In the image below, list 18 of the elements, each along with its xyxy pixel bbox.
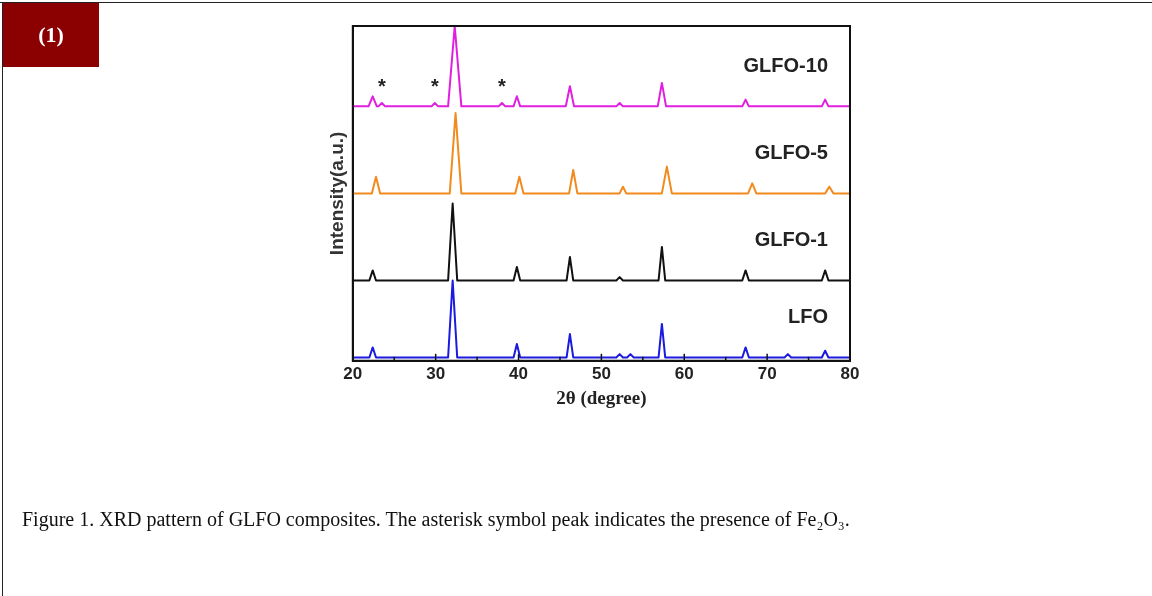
x-tick-label: 70 [757,363,777,383]
x-tick-label: 20 [343,363,363,383]
y-axis-title: Intensity(a.u.) [325,131,347,256]
series-label: LFO [788,304,828,327]
x-tick-label: 60 [674,363,694,383]
series-label: GLFO-1 [754,227,828,250]
x-tick-label: 80 [840,363,860,383]
caption: Figure 1. XRD pattern of GLFO composites. The asterisk symbol peak indicates the presence of Fe₂O₃. [22,507,851,533]
annotation: * [498,74,507,97]
x-axis-title: 2θ (degree) [556,386,647,409]
series-label: GLFO-10 [743,53,828,76]
text: (1) [3,3,99,67]
series-label: GLFO-5 [754,140,828,163]
annotation: * [430,74,439,97]
x-tick-label: 50 [591,363,611,383]
annotation: * [377,74,386,97]
x-tick-label: 30 [426,363,446,383]
x-tick-label: 40 [509,363,528,383]
